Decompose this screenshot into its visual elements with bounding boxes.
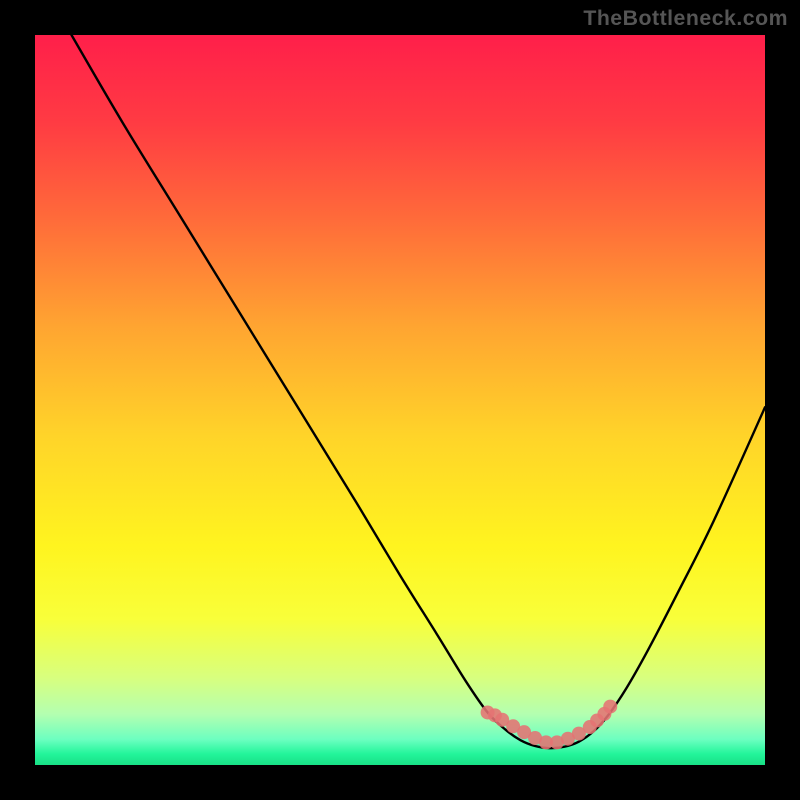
plot-area: [35, 35, 765, 765]
watermark-text: TheBottleneck.com: [583, 6, 788, 31]
chart-canvas: TheBottleneck.com: [0, 0, 800, 800]
